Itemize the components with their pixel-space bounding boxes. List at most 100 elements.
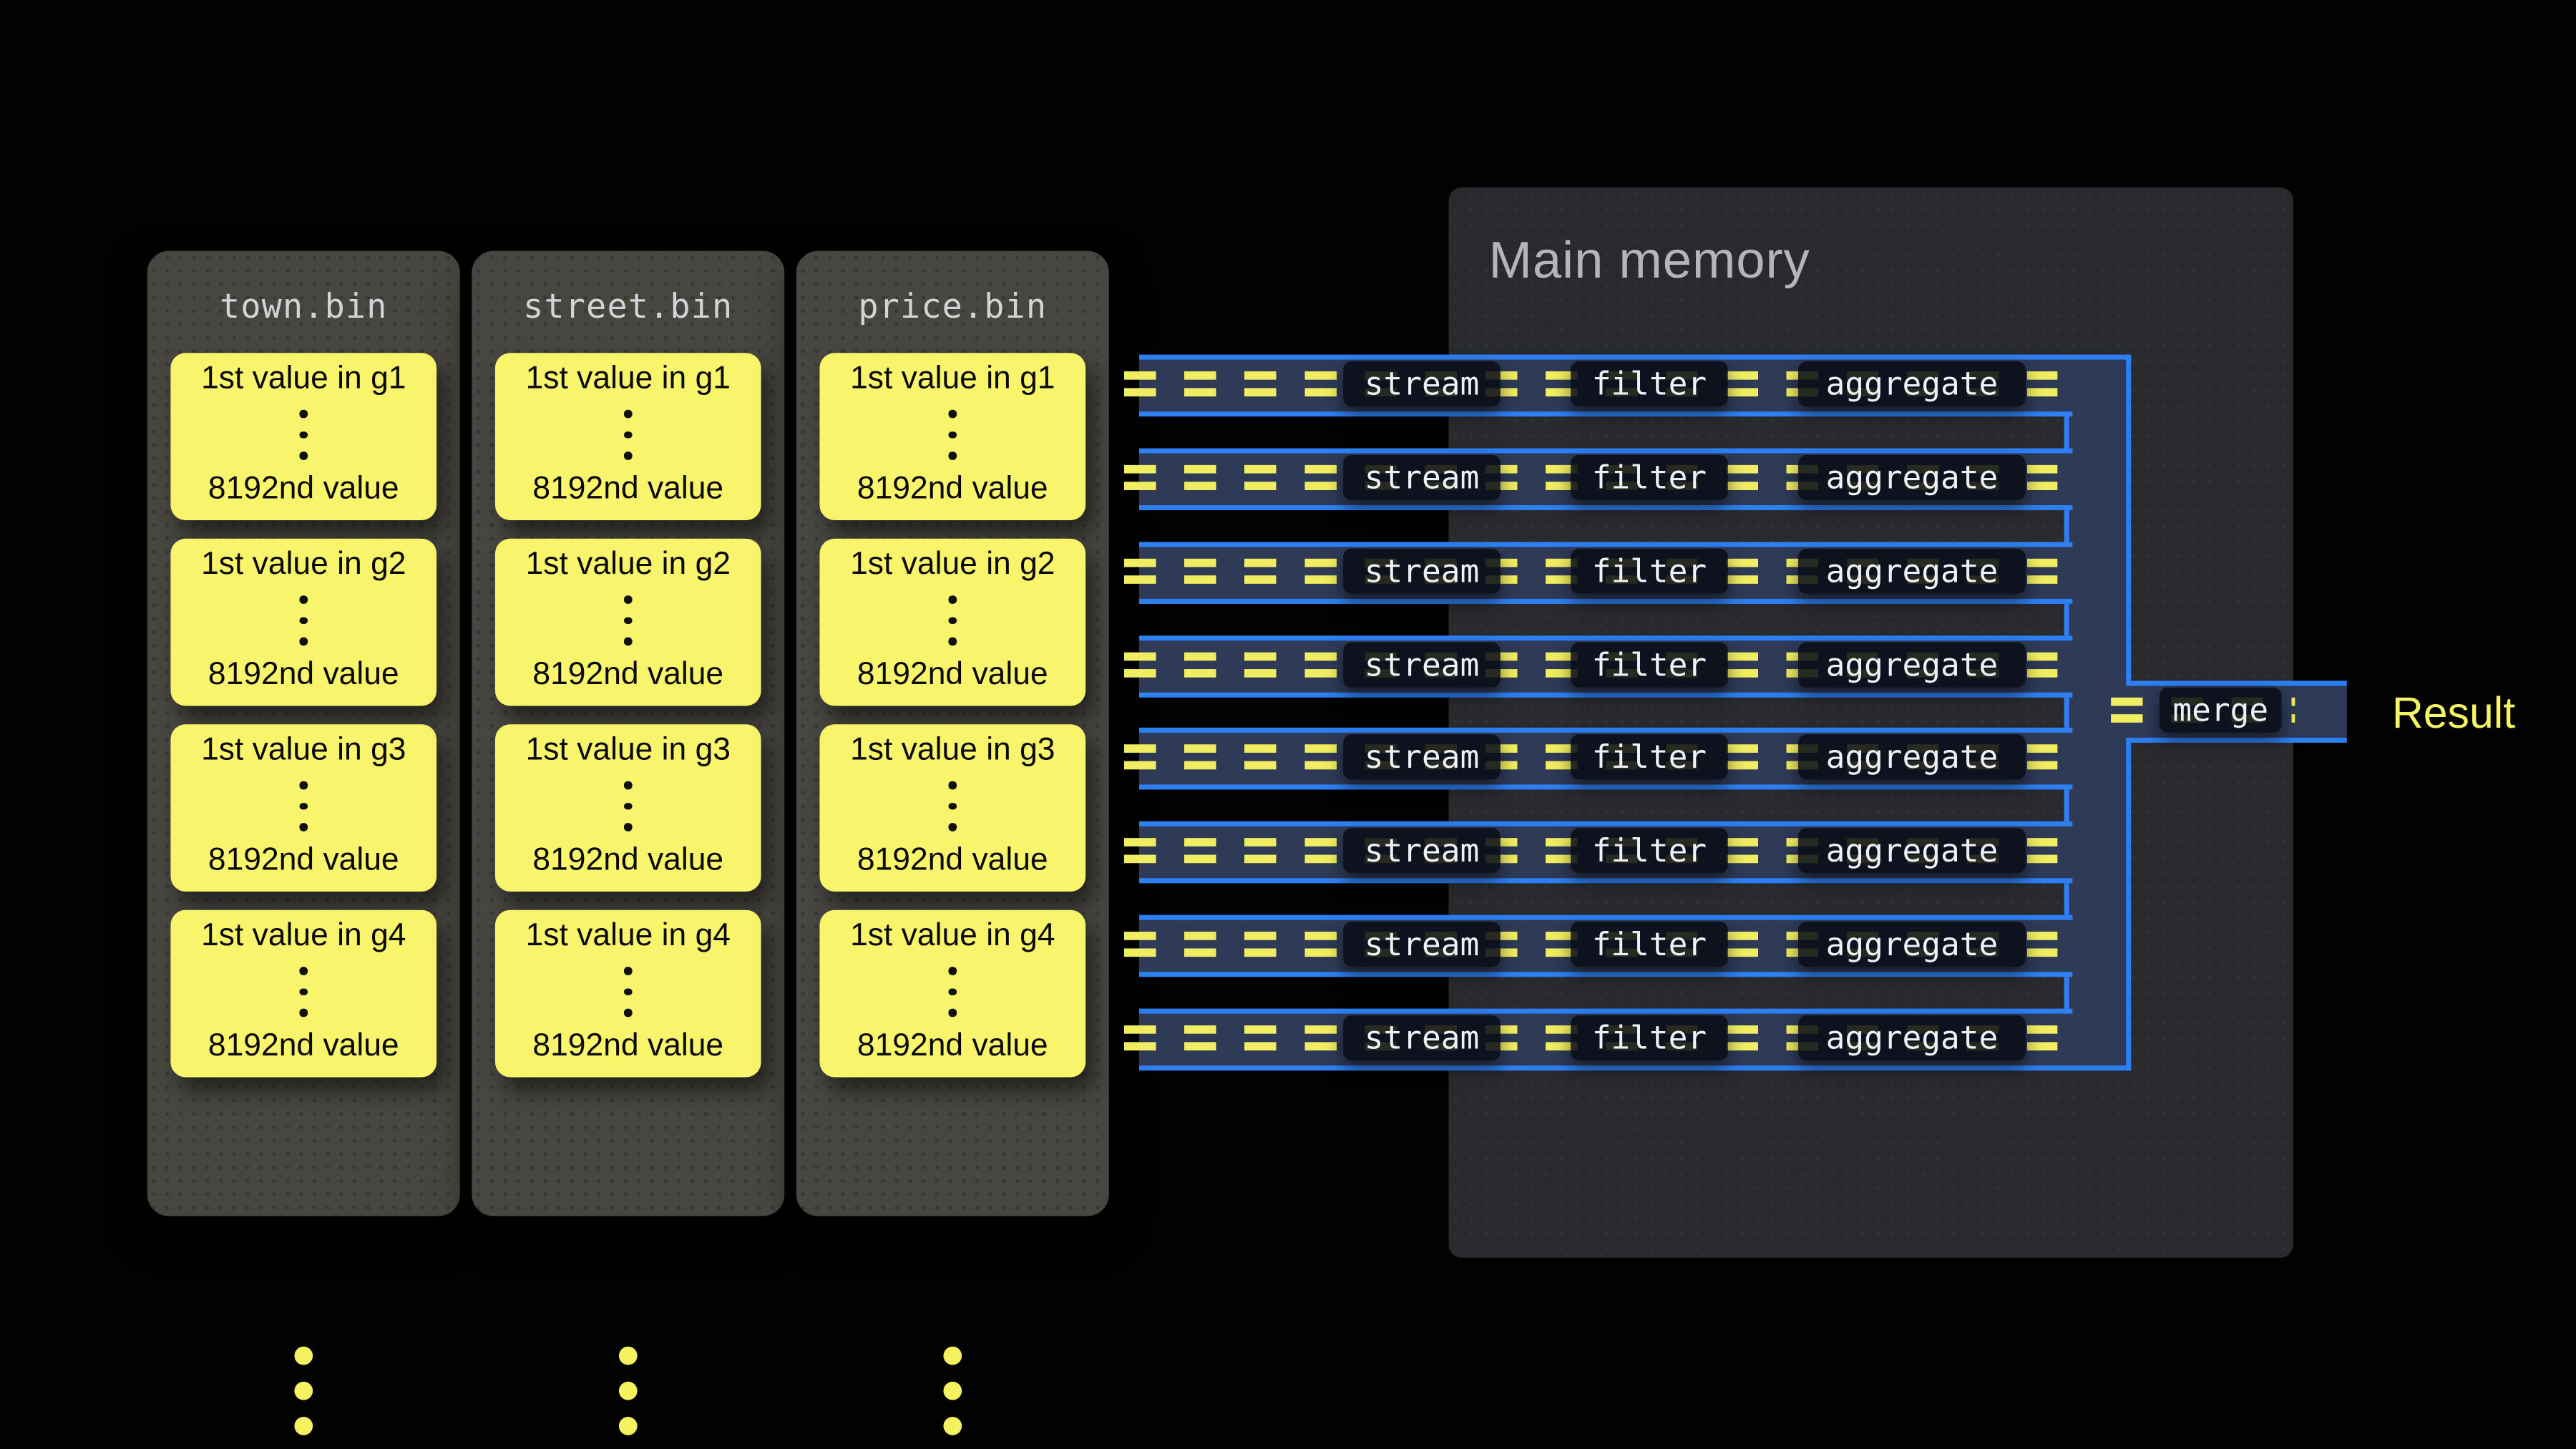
- pipeline-lane-7: stream filter aggregate: [1123, 914, 2073, 977]
- value-cell: 1st value in g2 8192nd value: [170, 538, 437, 706]
- cell-first-value: 1st value in g4: [850, 918, 1055, 954]
- lane-gap-notch: [1139, 416, 2069, 449]
- ellipsis-dots: [300, 967, 308, 1017]
- merge-label: merge: [2172, 691, 2269, 729]
- file-panel-price: price.bin 1st value in g1 8192nd value 1…: [796, 250, 1109, 1435]
- cell-last-value: 8192nd value: [532, 657, 724, 693]
- stream-label: stream: [1364, 646, 1480, 683]
- stream-operator-box: stream: [1343, 361, 1501, 407]
- value-cell: 1st value in g3 8192nd value: [170, 724, 437, 892]
- ellipsis-dots: [624, 410, 633, 460]
- aggregate-operator-box: aggregate: [1797, 1015, 2026, 1061]
- ellipsis-dots: [300, 595, 308, 645]
- filter-label: filter: [1591, 738, 1707, 776]
- cell-first-value: 1st value in g1: [850, 361, 1055, 397]
- ellipsis-dots: [949, 781, 957, 831]
- ellipsis-dots: [949, 410, 957, 460]
- aggregate-label: aggregate: [1825, 831, 1999, 869]
- aggregate-label: aggregate: [1825, 365, 1999, 403]
- file-name-street: street.bin: [523, 286, 733, 326]
- lane-gap-notch: [1139, 603, 2069, 636]
- cell-first-value: 1st value in g2: [525, 547, 731, 582]
- value-cell: 1st value in g3 8192nd value: [819, 724, 1086, 892]
- ellipsis-dots: [624, 967, 633, 1017]
- cell-first-value: 1st value in g4: [525, 918, 731, 954]
- pipeline-lane-6: stream filter aggregate: [1123, 821, 2073, 884]
- stream-operator-box: stream: [1343, 454, 1501, 500]
- filter-label: filter: [1591, 459, 1707, 497]
- main-memory-title: Main memory: [1488, 230, 1810, 290]
- filter-operator-box: filter: [1571, 361, 1728, 407]
- value-cell: 1st value in g2 8192nd value: [494, 538, 761, 706]
- aggregate-operator-box: aggregate: [1797, 828, 2026, 874]
- aggregate-label: aggregate: [1825, 925, 1999, 963]
- cell-last-value: 8192nd value: [208, 1028, 399, 1064]
- filter-operator-box: filter: [1571, 1015, 1728, 1061]
- filter-label: filter: [1591, 552, 1707, 590]
- aggregate-operator-box: aggregate: [1797, 642, 2026, 688]
- cell-last-value: 8192nd value: [857, 472, 1048, 507]
- value-cell: 1st value in g4 8192nd value: [494, 909, 761, 1078]
- stream-operator-box: stream: [1343, 548, 1501, 594]
- cell-first-value: 1st value in g2: [201, 547, 406, 582]
- cell-last-value: 8192nd value: [857, 657, 1048, 693]
- pipeline-lane-4: stream filter aggregate: [1123, 635, 2073, 698]
- aggregate-label: aggregate: [1825, 1019, 1999, 1057]
- pipeline-lane-8: stream filter aggregate: [1123, 1008, 2073, 1071]
- cell-first-value: 1st value in g3: [201, 732, 406, 768]
- merge-lane: merge: [2111, 680, 2347, 743]
- lane-gap-notch: [1139, 789, 2069, 821]
- value-cell: 1st value in g1 8192nd value: [170, 353, 437, 521]
- stream-operator-box: stream: [1343, 734, 1501, 780]
- aggregate-label: aggregate: [1825, 459, 1999, 497]
- pipeline-lane-1: stream filter aggregate: [1123, 354, 2073, 417]
- stream-operator-box: stream: [1343, 828, 1501, 874]
- cell-last-value: 8192nd value: [857, 843, 1048, 879]
- value-cell: 1st value in g4 8192nd value: [170, 909, 437, 1078]
- ellipsis-dots: [300, 781, 308, 831]
- cell-first-value: 1st value in g1: [201, 361, 406, 397]
- file-panel-street: street.bin 1st value in g1 8192nd value …: [472, 250, 785, 1435]
- value-cell: 1st value in g2 8192nd value: [819, 538, 1086, 706]
- filter-operator-box: filter: [1571, 454, 1728, 500]
- filter-label: filter: [1591, 831, 1707, 869]
- filter-operator-box: filter: [1571, 922, 1728, 967]
- filter-operator-box: filter: [1571, 548, 1728, 594]
- stream-label: stream: [1364, 831, 1480, 869]
- pipeline-lane-5: stream filter aggregate: [1123, 727, 2073, 790]
- filter-operator-box: filter: [1571, 642, 1728, 688]
- aggregate-label: aggregate: [1825, 646, 1999, 683]
- aggregate-operator-box: aggregate: [1797, 454, 2026, 500]
- filter-operator-box: filter: [1571, 734, 1728, 780]
- filter-label: filter: [1591, 365, 1707, 403]
- ellipsis-dots: [949, 967, 957, 1017]
- stream-operator-box: stream: [1343, 922, 1501, 967]
- cell-first-value: 1st value in g2: [850, 547, 1055, 582]
- merge-operator-box: merge: [2159, 687, 2282, 733]
- more-groups-dots: [796, 1346, 1109, 1435]
- ellipsis-dots: [300, 410, 308, 460]
- more-groups-dots: [147, 1346, 460, 1435]
- filter-label: filter: [1591, 925, 1707, 963]
- aggregate-label: aggregate: [1825, 552, 1999, 590]
- aggregate-label: aggregate: [1825, 738, 1999, 776]
- cell-first-value: 1st value in g3: [850, 732, 1055, 768]
- filter-label: filter: [1591, 646, 1707, 683]
- pipeline-lane-3: stream filter aggregate: [1123, 542, 2073, 604]
- file-name-town: town.bin: [220, 286, 388, 326]
- stream-label: stream: [1364, 552, 1480, 590]
- result-label: Result: [2391, 687, 2516, 738]
- stream-label: stream: [1364, 365, 1480, 403]
- lane-gap-notch: [1139, 697, 2069, 728]
- stream-label: stream: [1364, 459, 1480, 497]
- file-name-price: price.bin: [858, 286, 1048, 326]
- cell-last-value: 8192nd value: [532, 472, 724, 507]
- cell-last-value: 8192nd value: [208, 657, 399, 693]
- lane-gap-notch: [1139, 509, 2069, 542]
- stream-label: stream: [1364, 1019, 1480, 1057]
- lane-gap-notch: [1139, 883, 2069, 915]
- aggregate-operator-box: aggregate: [1797, 361, 2026, 407]
- cell-first-value: 1st value in g1: [525, 361, 731, 397]
- cell-first-value: 1st value in g3: [525, 732, 731, 768]
- cell-last-value: 8192nd value: [532, 843, 724, 879]
